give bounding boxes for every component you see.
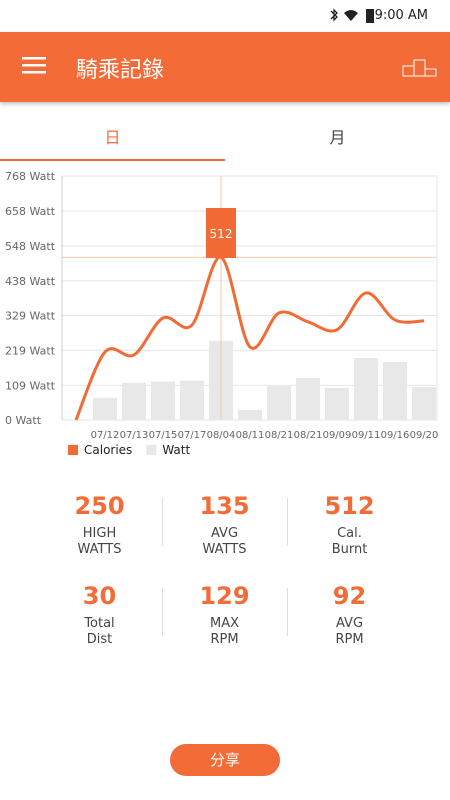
x-tick-label: 08/04: [207, 430, 236, 441]
ranking-icon[interactable]: [402, 58, 438, 78]
stat-label: WATTS: [77, 542, 122, 557]
x-tick-label: 09/20: [410, 430, 439, 441]
stat-value: 512: [324, 492, 375, 520]
x-tick-label: 08/21: [294, 430, 323, 441]
x-tick-label: 09/09: [323, 430, 352, 441]
stat-label: Cal.: [337, 526, 362, 541]
clock: 9:00 AM: [374, 8, 428, 23]
y-tick-label: 0 Watt: [5, 414, 42, 427]
stat-label: AVG: [210, 526, 239, 541]
y-tick-label: 548 Watt: [5, 240, 56, 253]
tab-day[interactable]: 日: [104, 128, 121, 147]
x-tick-label: 07/15: [149, 430, 178, 441]
app-bar: 騎乘記錄: [0, 32, 450, 102]
divider: [287, 588, 288, 636]
divider: [162, 498, 163, 546]
legend-swatch: [146, 445, 157, 455]
divider: [162, 588, 163, 636]
bar: [383, 361, 407, 420]
legend-label: Watt: [162, 443, 190, 457]
stat-label: RPM: [210, 632, 239, 647]
line: [74, 255, 425, 421]
bar: [93, 397, 117, 420]
stat-label: Total: [84, 616, 115, 631]
stat-label: AVG: [335, 616, 364, 631]
legend-swatch: [68, 445, 78, 455]
stat-value: 92: [332, 582, 367, 610]
y-tick-label: 219 Watt: [5, 344, 56, 357]
stat-label: Burnt: [331, 542, 368, 557]
app-title: 騎乘記錄: [76, 58, 165, 83]
stat-value: 129: [199, 582, 250, 610]
bar: [180, 380, 204, 420]
x-tick-label: 08/11: [236, 430, 265, 441]
x-tick-label: 07/13: [120, 430, 149, 441]
stat-label: WATTS: [202, 542, 247, 557]
stat-value: 30: [82, 582, 117, 610]
bar: [412, 386, 436, 420]
legend-label: Calories: [84, 443, 132, 457]
stat-value: 135: [199, 492, 250, 520]
y-tick-label: 768 Watt: [5, 170, 56, 183]
menu-icon[interactable]: [22, 56, 48, 76]
y-tick-label: 329 Watt: [5, 309, 56, 322]
highlight-label: 512: [210, 227, 233, 241]
tab-month[interactable]: 月: [329, 128, 346, 147]
bar: [151, 381, 175, 420]
x-tick-label: 08/21: [265, 430, 294, 441]
divider: [287, 498, 288, 546]
stat-label: HIGH: [82, 526, 117, 541]
status-bar: 9:00 AM: [0, 0, 450, 32]
x-tick-label: 09/11: [352, 430, 381, 441]
x-tick-label: 09/16: [381, 430, 410, 441]
bar: [238, 409, 262, 420]
bar: [122, 382, 146, 420]
x-tick-label: 07/12: [91, 430, 120, 441]
tab-indicator: [0, 159, 225, 161]
bar: [354, 358, 378, 420]
bar: [325, 387, 349, 420]
status-icons: [330, 8, 374, 23]
y-tick-label: 109 Watt: [5, 379, 56, 392]
x-tick-label: 07/17: [178, 430, 207, 441]
bar: [296, 378, 320, 420]
stat-label: MAX: [209, 616, 239, 631]
stat-label: Dist: [86, 632, 113, 647]
stat-value: 250: [74, 492, 125, 520]
chart: 0 Watt 109 Watt 219 Watt 329 Watt 438 Watt 54…: [5, 170, 439, 457]
stat-label: RPM: [335, 632, 364, 647]
y-tick-label: 438 Watt: [5, 275, 56, 288]
bar: [267, 386, 291, 420]
y-tick-label: 658 Watt: [5, 205, 56, 218]
share-button[interactable]: 分享: [170, 744, 280, 776]
highlight-box: [206, 208, 236, 258]
